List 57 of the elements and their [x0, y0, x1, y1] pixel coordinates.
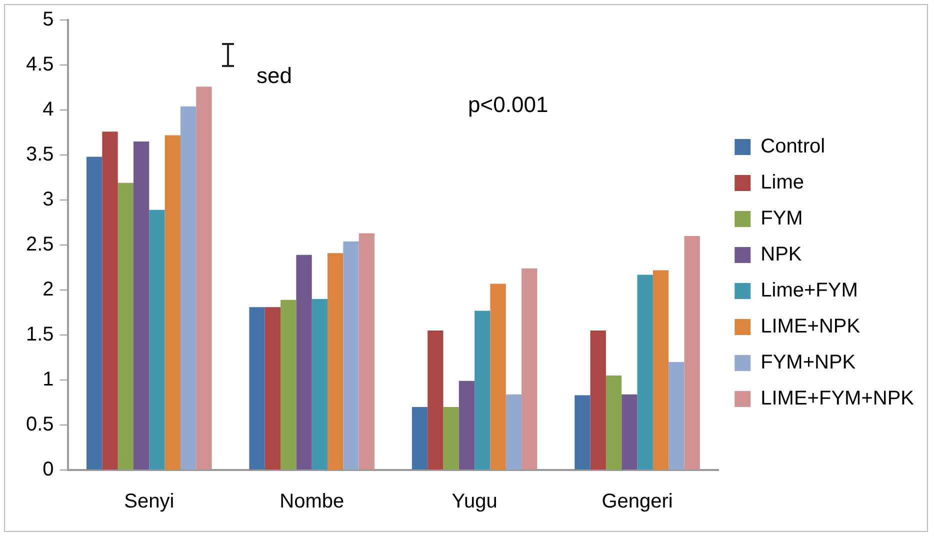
bar — [622, 394, 638, 470]
bar — [574, 395, 590, 470]
bar — [590, 330, 606, 470]
bar — [196, 86, 212, 470]
y-tick-label: 0 — [42, 458, 54, 481]
bar — [102, 132, 118, 470]
annotation: sed — [256, 62, 292, 89]
bar — [358, 233, 374, 470]
legend-label: FYM+NPK — [760, 352, 856, 374]
bar — [652, 270, 669, 470]
bar — [522, 268, 538, 470]
y-tick-label: 4.5 — [26, 54, 54, 76]
x-tick-label: Nombe — [280, 490, 344, 513]
legend-label: FYM — [760, 208, 803, 230]
legend-label: LIME+NPK — [760, 316, 861, 338]
y-tick-label: 2.5 — [26, 234, 54, 256]
y-tick-label: 5 — [42, 8, 54, 31]
y-tick-label: 4 — [42, 98, 54, 121]
bar — [490, 284, 506, 470]
bar — [118, 182, 134, 470]
bar — [86, 156, 102, 470]
bar — [249, 307, 265, 470]
x-tick-label: Yugu — [452, 490, 498, 513]
bar — [506, 394, 522, 470]
bar — [668, 362, 684, 470]
bar — [264, 307, 281, 470]
bar — [133, 142, 150, 470]
bar — [458, 380, 475, 470]
bar — [328, 253, 344, 470]
y-tick-label: 1 — [42, 368, 54, 391]
bar — [412, 407, 428, 470]
y-tick-label: 3.5 — [26, 144, 54, 166]
bar — [443, 407, 459, 470]
bar — [312, 299, 328, 470]
bar — [280, 300, 296, 470]
y-tick-label: 0.5 — [26, 414, 54, 436]
bar — [474, 310, 490, 470]
legend-label: Lime+FYM — [760, 280, 858, 302]
legend-label: NPK — [760, 244, 802, 266]
bar — [149, 210, 165, 470]
x-tick-label: Gengeri — [602, 490, 673, 513]
legend-label: Control — [760, 136, 826, 158]
y-tick-label: 1.5 — [26, 324, 54, 346]
bar — [684, 236, 700, 470]
bar — [343, 241, 359, 470]
legend-label: LIME+FYM+NPK — [760, 388, 915, 410]
bar — [164, 135, 180, 470]
bar — [296, 254, 312, 470]
bar — [637, 274, 653, 470]
bar — [428, 330, 444, 470]
y-tick-label: 3 — [42, 188, 54, 211]
legend-label: Lime — [760, 172, 804, 194]
bar — [180, 106, 196, 470]
y-tick-label: 2 — [42, 278, 54, 301]
x-tick-label: Senyi — [124, 490, 174, 513]
annotation: p<0.001 — [468, 92, 548, 118]
bar — [606, 376, 622, 470]
